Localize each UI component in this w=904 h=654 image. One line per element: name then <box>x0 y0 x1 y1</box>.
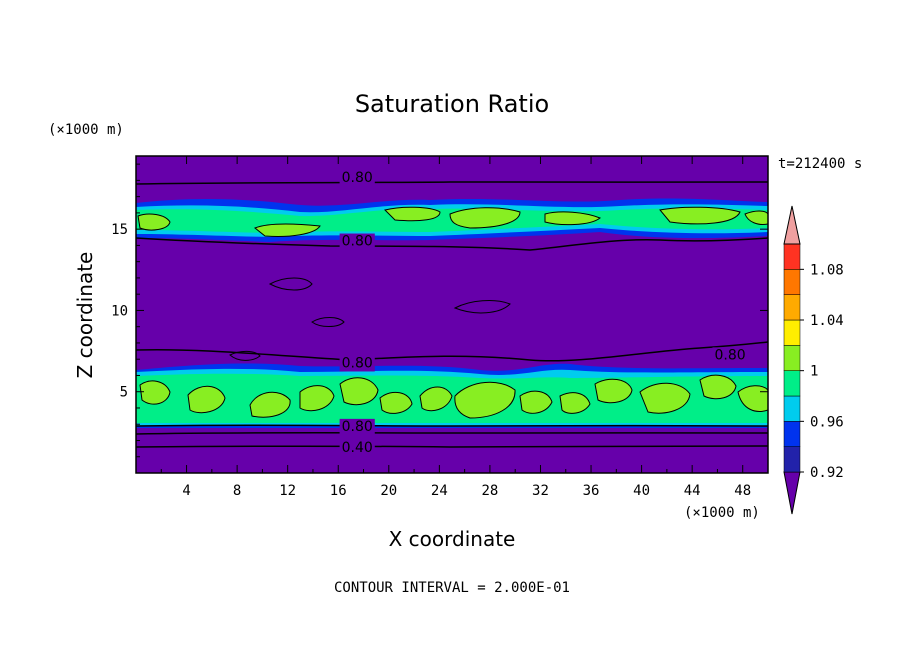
contour-060 <box>136 431 768 435</box>
lower-cell <box>594 378 633 404</box>
colorbar-bin <box>783 446 801 473</box>
lower-cell <box>139 380 171 405</box>
colorbar-bin <box>783 294 801 321</box>
lower-layer-supersat-cells <box>139 374 768 419</box>
contour-label-bg <box>339 233 375 250</box>
upper-cell <box>254 223 321 237</box>
x-tick-label: 40 <box>633 483 650 499</box>
mid-contour <box>268 277 313 291</box>
contour-label: 0.80 <box>714 347 745 363</box>
lower-cell <box>559 392 591 414</box>
y-tick-label: 5 <box>120 385 128 401</box>
contour-label-bg <box>339 170 375 187</box>
upper-cell <box>449 207 521 229</box>
colorbar-label: 1.08 <box>810 262 844 278</box>
colorbar-bin <box>783 370 801 397</box>
x-tick-label: 20 <box>380 483 397 499</box>
colorbar-bin <box>783 319 801 346</box>
y-axis-label: Z coordinate <box>73 252 97 379</box>
chart-title: Saturation Ratio <box>355 90 549 118</box>
x-tick-label: 16 <box>330 483 347 499</box>
lower-cell <box>299 385 335 412</box>
contour-040 <box>136 445 768 448</box>
middle-region-contours <box>229 277 511 361</box>
colorbar-bin <box>783 395 801 422</box>
upper-cell <box>659 206 741 225</box>
plot-frame <box>135 155 769 474</box>
contour-label-group: 0.80 0.80 0.80 0.80 0.80 0.40 <box>339 170 748 456</box>
y-axis-ticks: 5 10 15 <box>111 163 768 458</box>
contour-label-bg <box>339 355 375 372</box>
upper-cell <box>544 211 601 226</box>
lower-cell <box>339 377 379 406</box>
colorbar-label: 1.04 <box>810 313 844 329</box>
colorbar-low-arrow <box>783 471 801 515</box>
contour-label: 0.80 <box>342 234 373 250</box>
x-axis-label: X coordinate <box>389 527 516 551</box>
upper-cell <box>744 210 768 225</box>
lower-cell <box>187 385 226 414</box>
contour-label-bg <box>339 418 375 435</box>
x-tick-label: 48 <box>734 483 751 499</box>
x-axis-ticks: 4 8 12 16 20 24 28 32 36 40 44 48 <box>160 156 751 499</box>
contour-interval-footer: CONTOUR INTERVAL = 2.000E-01 <box>334 580 570 596</box>
contour-label-bg <box>712 347 748 364</box>
contour-label: 0.40 <box>342 440 373 456</box>
contour-label-bg <box>339 439 375 456</box>
plot-field <box>136 156 768 473</box>
lower-cell <box>639 382 691 414</box>
x-tick-label: 24 <box>431 483 448 499</box>
x-tick-label: 36 <box>583 483 600 499</box>
lower-cell <box>249 391 291 418</box>
x-tick-label: 12 <box>279 483 296 499</box>
colorbar-bin <box>783 345 801 371</box>
colorbar-high-arrow <box>783 205 801 245</box>
x-unit-label: (×1000 m) <box>684 505 760 521</box>
contour-080-upper <box>136 237 768 251</box>
contour-label: 0.80 <box>342 419 373 435</box>
x-tick-label: 28 <box>481 483 498 499</box>
colorbar-label: 0.92 <box>810 465 844 481</box>
lower-cell <box>419 386 453 412</box>
colorbar-bin <box>783 421 801 447</box>
contour-080-top <box>136 180 768 185</box>
upper-cell <box>384 206 441 222</box>
colorbar-bin <box>783 269 801 295</box>
x-tick-label: 8 <box>233 483 241 499</box>
mid-contour <box>453 300 511 314</box>
lower-cell <box>454 381 516 419</box>
lower-cell <box>699 374 737 400</box>
y-tick-label: 10 <box>111 303 128 319</box>
colorbar: 1.08 1.04 1 0.96 0.92 <box>783 205 844 515</box>
y-unit-label: (×1000 m) <box>48 122 124 138</box>
time-label: t=212400 s <box>778 156 862 172</box>
contour-lines <box>136 180 768 448</box>
lower-cell <box>519 390 553 414</box>
x-tick-label: 4 <box>182 483 190 499</box>
contour-label: 0.80 <box>342 170 373 186</box>
lower-cell <box>379 391 413 414</box>
y-tick-label: 15 <box>111 222 128 238</box>
x-tick-label: 32 <box>532 483 549 499</box>
colorbar-bin <box>783 243 801 270</box>
x-tick-label: 44 <box>684 483 701 499</box>
colorbar-label: 1 <box>810 364 818 380</box>
contour-080-mid <box>136 341 768 362</box>
upper-cell <box>137 213 171 231</box>
contour-080-lower <box>136 424 768 427</box>
contour-label: 0.80 <box>342 355 373 371</box>
mid-contour <box>311 317 345 327</box>
colorbar-label: 0.96 <box>810 414 844 430</box>
upper-layer-supersat-cells <box>137 206 768 237</box>
